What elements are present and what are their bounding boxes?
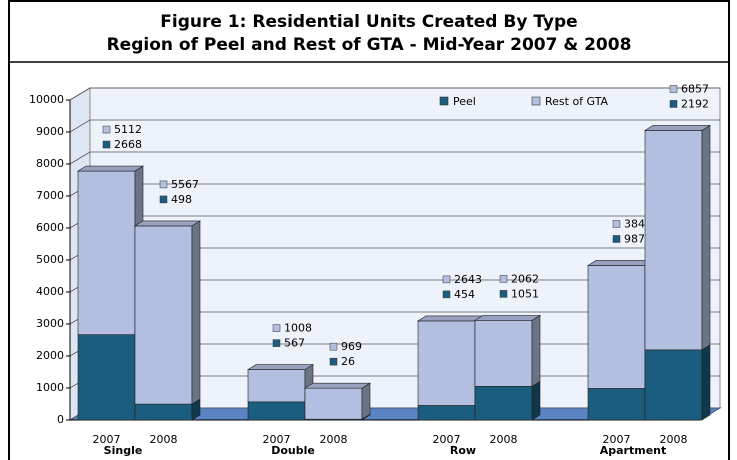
y-tick-label: 3000 [36, 317, 64, 330]
bar-segment [77, 334, 136, 421]
y-tick-label: 5000 [36, 253, 64, 266]
bar-segment [134, 403, 193, 421]
value-label: 26 [341, 355, 355, 368]
group-label: Apartment [600, 444, 667, 457]
bar-segment [247, 369, 306, 403]
grid-line [69, 151, 720, 165]
value-label-swatch [102, 140, 111, 149]
bar-top [303, 382, 372, 389]
x-tick-label: 2008 [150, 433, 178, 446]
bar-side [361, 382, 371, 420]
y-tick-label: 9000 [36, 125, 64, 138]
bar-segment [644, 349, 703, 421]
bar-side [701, 344, 711, 421]
bar-segment [304, 387, 363, 420]
value-label: 567 [284, 337, 305, 350]
value-label-swatch [272, 339, 281, 347]
grid-line [69, 119, 720, 133]
y-tick-label: 10000 [29, 93, 64, 106]
x-tick-label: 2007 [603, 433, 631, 446]
x-tick-label: 2008 [490, 433, 518, 446]
value-label: 5567 [171, 178, 199, 191]
value-label: 1008 [284, 322, 312, 335]
bar-top [133, 220, 202, 227]
value-label-swatch [442, 275, 451, 284]
value-label: 454 [454, 288, 475, 301]
x-tick-label: 2007 [93, 433, 121, 446]
bar-top [473, 315, 542, 321]
bar-segment [417, 320, 476, 406]
y-tick-label: 0 [57, 413, 64, 426]
value-label-swatch [612, 235, 621, 243]
value-label-swatch [612, 220, 621, 228]
group-label: Double [271, 444, 315, 457]
x-tick-label: 2008 [660, 433, 688, 446]
value-label-swatch [159, 180, 168, 189]
bar-segment [134, 225, 193, 405]
value-label-swatch [499, 290, 508, 298]
value-label: 5112 [114, 123, 142, 136]
value-label-swatch [159, 195, 168, 204]
value-label-swatch [329, 357, 338, 366]
group-label: Single [104, 444, 143, 457]
value-label: 2062 [511, 272, 539, 285]
chart-title: Figure 1: Residential Units Created By T… [160, 12, 577, 32]
legend-swatch [531, 96, 541, 106]
bar-segment [474, 386, 533, 421]
bar-side [191, 220, 201, 405]
y-tick-label: 2000 [36, 349, 64, 362]
bar-segment [247, 401, 306, 421]
value-label-swatch [442, 290, 451, 299]
grid-line [69, 87, 720, 101]
bar-top [643, 125, 712, 131]
bar-side [531, 380, 541, 421]
bar-segment [77, 170, 136, 335]
group-label: Row [450, 444, 476, 457]
y-tick-label: 4000 [36, 285, 64, 298]
value-label: 498 [171, 193, 192, 206]
bar-segment [417, 405, 476, 421]
value-label-swatch [669, 100, 678, 108]
chart-subtitle: Region of Peel and Rest of GTA - Mid-Yea… [107, 35, 632, 55]
bar-top [76, 165, 145, 172]
value-label: 2668 [114, 138, 142, 151]
bar-side [701, 124, 711, 351]
y-tick-label: 8000 [36, 157, 64, 170]
x-tick-label: 2008 [320, 433, 348, 446]
bar-side [531, 314, 541, 387]
y-tick-label: 6000 [36, 221, 64, 234]
y-tick-label: 1000 [36, 381, 64, 394]
y-tick-label: 7000 [36, 189, 64, 202]
value-label: 1051 [511, 287, 539, 300]
bar-segment [587, 388, 646, 421]
bar-top [586, 260, 655, 266]
legend-label: Rest of GTA [545, 95, 609, 108]
value-label: 2643 [454, 273, 482, 286]
value-label: 987 [624, 232, 645, 245]
value-label-swatch [102, 125, 111, 134]
legend-swatch [439, 96, 449, 106]
x-tick-label: 2007 [433, 433, 461, 446]
value-label: 969 [341, 340, 362, 353]
bar-top [416, 315, 485, 322]
value-label-swatch [499, 275, 508, 283]
bar-top [246, 364, 315, 370]
value-label-swatch [329, 342, 338, 351]
value-label-swatch [669, 85, 678, 93]
value-label-swatch [272, 324, 281, 332]
value-label: 2192 [681, 97, 709, 110]
x-tick-label: 2007 [263, 433, 291, 446]
bar-segment [587, 265, 646, 389]
bar-segment [644, 130, 703, 351]
bar-segment [474, 320, 533, 387]
value-label: 6857 [681, 82, 709, 95]
legend-label: Peel [453, 95, 476, 108]
